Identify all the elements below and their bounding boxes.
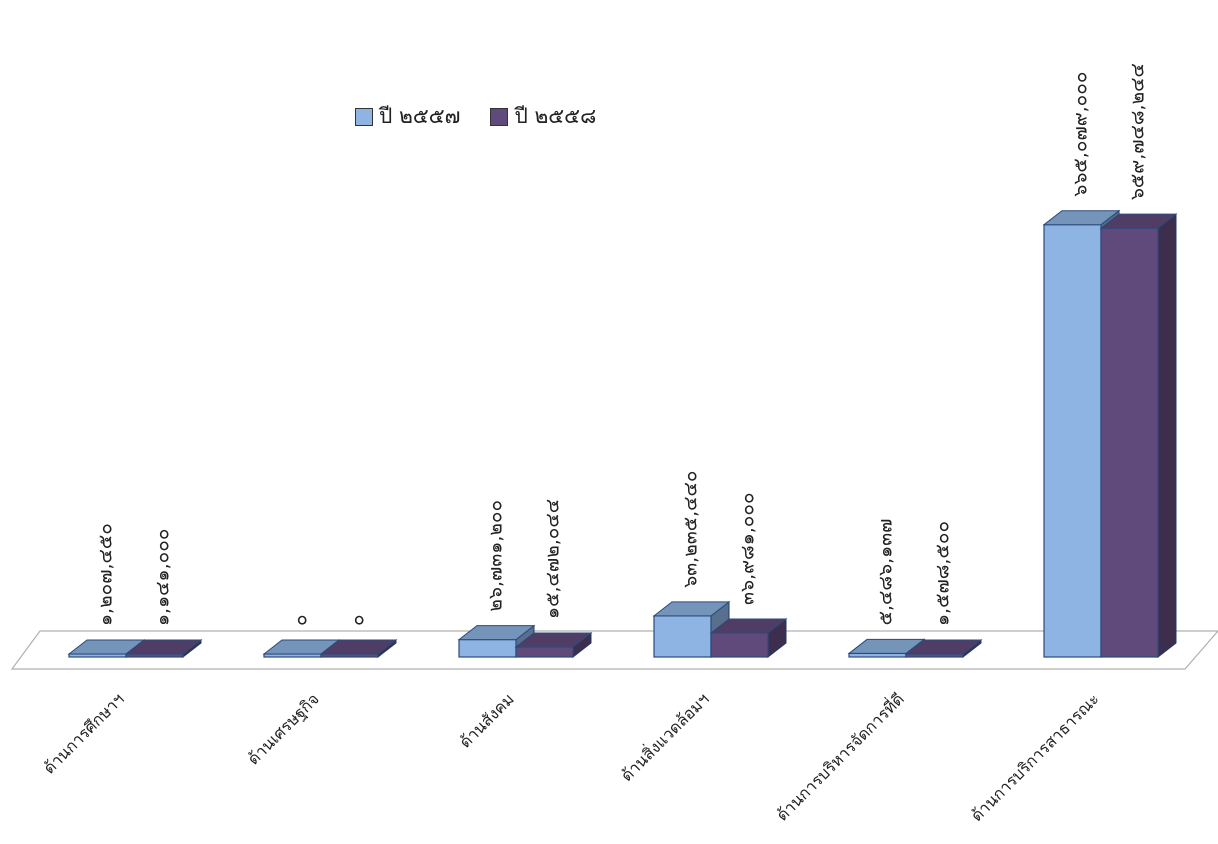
data-label-2557-3: ๖๓,๒๓๕,๔๔๐: [680, 471, 702, 588]
data-label-2557-2: ๒๖,๗๓๑,๒๐๐: [485, 500, 507, 612]
legend-swatch-2557: [355, 107, 373, 126]
category-label-1: ด้านเศรษฐกิจ: [244, 689, 323, 768]
legend-item-2557: ปี ๒๕๕๗: [355, 100, 460, 133]
bar-2558-5-top: [1099, 213, 1178, 229]
data-label-2558-1: ๐: [347, 614, 369, 626]
bar-2558-3: [710, 632, 769, 658]
data-label-2558-3: ๓๖,๙๘๑,๐๐๐: [737, 492, 759, 605]
legend-label-2557: ปี ๒๕๕๗: [379, 104, 461, 128]
category-label-2: ด้านสังคม: [456, 689, 518, 751]
bar-2558-5-side: [1157, 213, 1177, 659]
bar-2558-2: [515, 646, 574, 658]
data-label-2558-4: ๑,๕๗๘,๕๐๐: [932, 521, 954, 626]
legend-item-2558: ปี ๒๕๕๘: [490, 100, 596, 133]
data-label-2557-5: ๖๖๕,๐๗๙,๐๐๐: [1070, 72, 1092, 197]
category-label-3: ด้านสิ่งแวดล้อมฯ: [616, 688, 713, 785]
bar-2557-5: [1043, 224, 1102, 658]
bar-2557-3: [653, 615, 712, 658]
data-label-2557-4: ๕,๔๘๖,๑๓๗: [875, 519, 897, 626]
bar-2557-5-top: [1042, 210, 1121, 226]
legend-swatch-2558: [490, 107, 509, 126]
bar-2557-4: [848, 652, 907, 658]
bar-2557-2: [458, 639, 517, 658]
data-label-2558-2: ๑๕,๔๗๒,๐๔๔: [542, 499, 564, 619]
category-label-5: ด้านการบริการสาธารณะ: [967, 689, 1103, 825]
category-label-4: ด้านการบริหารจัดการที่ดี: [771, 688, 908, 825]
chart-floor: [10, 630, 1218, 670]
category-label-0: ด้านการศึกษาฯ: [39, 689, 127, 777]
bar-2557-4-top: [847, 638, 926, 654]
bar-2558-4-top: [904, 639, 983, 655]
data-label-2558-0: ๑,๑๔๑,๐๐๐: [152, 529, 174, 626]
data-label-2558-5: ๖๕๙,๗๔๘,๒๔๔: [1127, 63, 1149, 200]
data-label-2557-0: ๑,๒๐๗,๔๕๐: [95, 523, 117, 626]
data-label-2557-1: ๐: [290, 614, 312, 626]
bar-2558-0-top: [124, 639, 203, 655]
legend-label-2558: ปี ๒๕๕๘: [514, 104, 597, 128]
chart-legend: ปี ๒๕๕๗ ปี ๒๕๕๘: [355, 100, 596, 133]
bar-2558-1-top: [319, 639, 398, 655]
bar-2557-3-top: [652, 601, 731, 617]
bar-2558-5: [1100, 227, 1159, 658]
bar-2558-3-top: [709, 618, 788, 634]
bar-2557-2-top: [457, 625, 536, 641]
bar-2558-2-top: [514, 632, 593, 648]
